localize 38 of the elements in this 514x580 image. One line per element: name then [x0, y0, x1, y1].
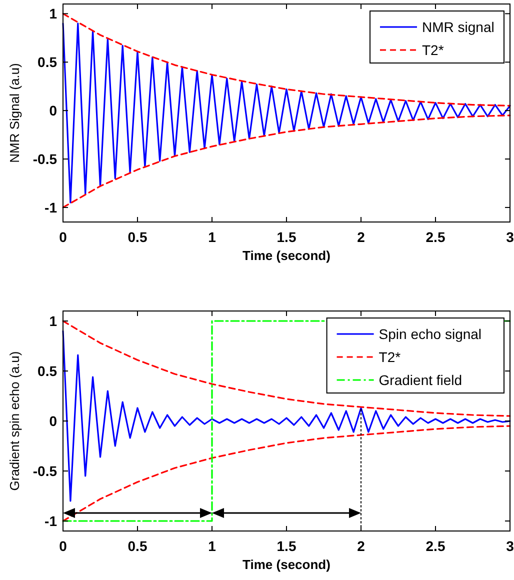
y-tick-label: 1 [49, 6, 58, 22]
line-series [62, 12, 511, 107]
x-tick-label: 0.5 [128, 229, 148, 245]
x-axis-title: Time (second) [242, 248, 330, 263]
x-tick-label: 1 [208, 538, 216, 554]
y-tick-label: -1 [44, 513, 58, 529]
legend-label: Spin echo signal [378, 326, 482, 342]
x-tick-label: 1 [208, 229, 216, 245]
x-tick-label: 3 [506, 229, 514, 245]
y-tick-label: 0 [49, 102, 58, 119]
line-series [62, 320, 511, 417]
y-axis-title: NMR Signal (a.u) [7, 63, 22, 163]
x-tick-label: 1.5 [276, 538, 296, 554]
line-series [62, 22, 511, 204]
x-tick-label: 2.5 [426, 538, 446, 554]
x-tick-label: 0 [59, 229, 68, 245]
x-tick-label: 1.5 [276, 229, 296, 245]
y-tick-label: -1 [44, 199, 58, 216]
y-tick-label: 0 [49, 413, 58, 429]
legend-label: T2* [378, 349, 402, 365]
x-tick-label: 0 [59, 538, 68, 554]
y-tick-label: -0.5 [32, 463, 58, 479]
line-series [62, 114, 511, 208]
legend-label: NMR signal [422, 19, 494, 35]
line-series [62, 425, 511, 522]
x-axis-title: Time (second) [242, 557, 330, 572]
x-tick-label: 2 [357, 229, 366, 245]
y-tick-label: 0.5 [38, 54, 58, 70]
x-tick-label: 3 [506, 538, 514, 554]
x-tick-label: 2.5 [426, 229, 446, 245]
legend-label: T2* [422, 42, 444, 58]
legend-label: Gradient field [378, 372, 462, 388]
y-tick-label: 1 [49, 313, 58, 329]
y-tick-label: 0.5 [38, 363, 58, 379]
y-axis-title: Gradient spin echo (a.u) [7, 351, 22, 491]
x-tick-label: 2 [357, 538, 366, 554]
y-tick-label: -0.5 [32, 151, 58, 168]
x-tick-label: 0.5 [128, 538, 148, 554]
